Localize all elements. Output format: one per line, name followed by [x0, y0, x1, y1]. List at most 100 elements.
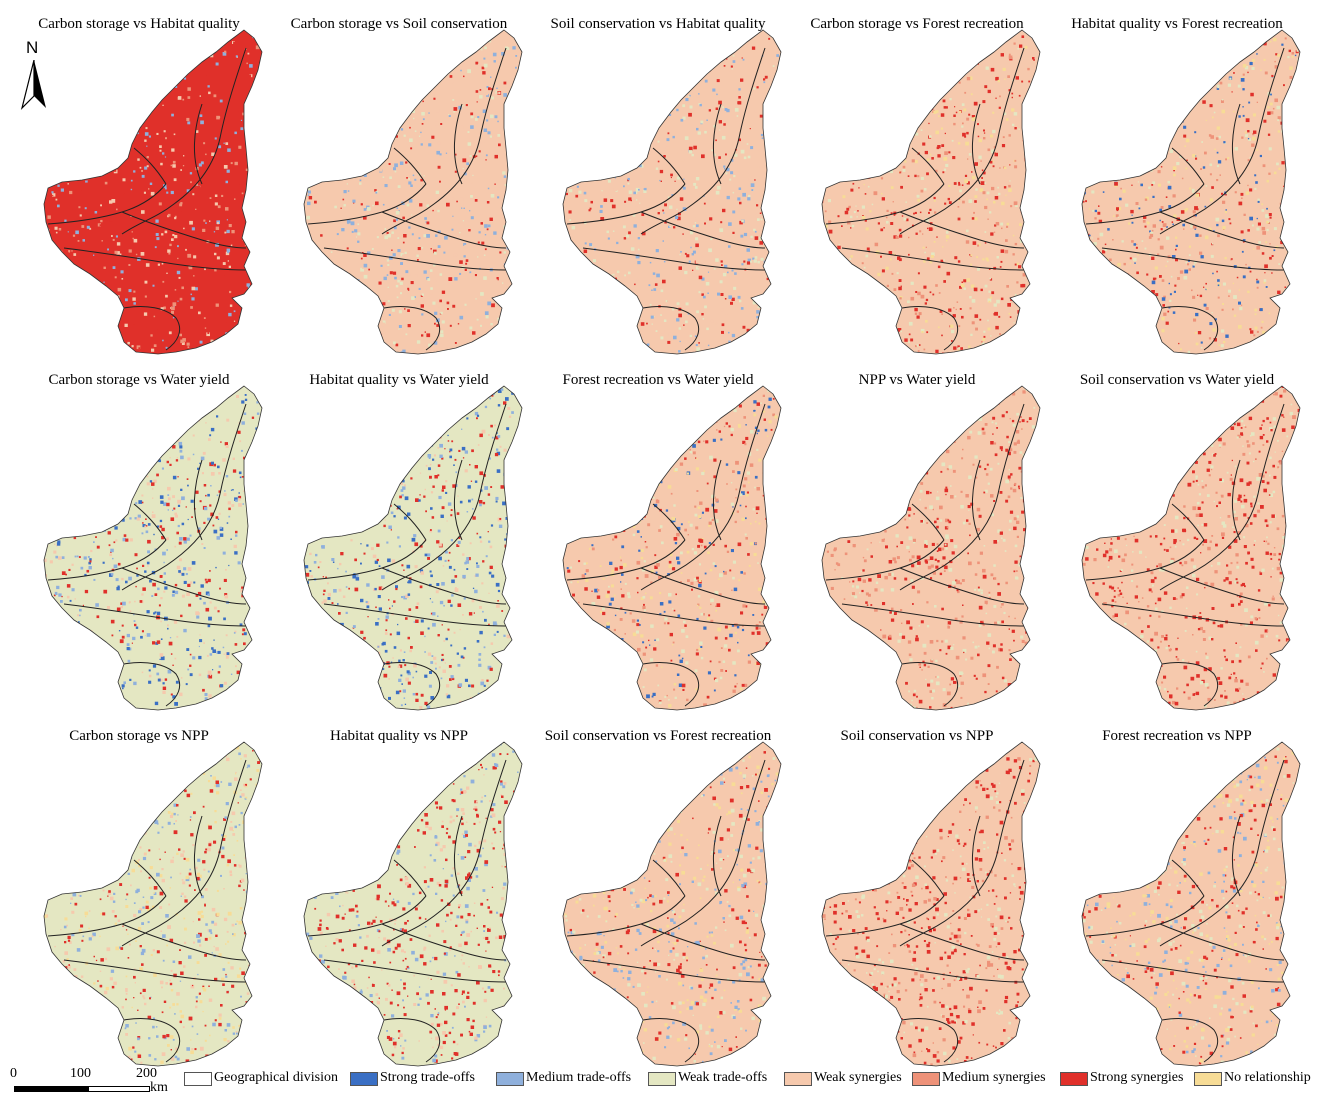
pixel-no_relationship: [959, 110, 962, 114]
pixel-strong_synergies: [117, 562, 121, 566]
pixel-medium_tradeoffs: [136, 410, 140, 414]
pixel-strong_synergies: [984, 242, 987, 244]
pixel-weak_tradeoffs: [616, 39, 621, 43]
pixel-medium_synergies: [169, 243, 172, 247]
pixel-medium_tradeoffs: [463, 255, 466, 258]
pixel-weak_tradeoffs: [465, 352, 468, 354]
pixel-medium_synergies: [919, 230, 922, 233]
pixel-strong_synergies: [145, 261, 148, 264]
pixel-no_relationship: [828, 113, 832, 117]
pixel-strong_synergies: [96, 115, 100, 118]
pixel-strong_synergies: [822, 214, 823, 217]
pixel-weak_synergies: [257, 547, 261, 552]
pixel-no_relationship: [993, 201, 996, 204]
pixel-strong_synergies: [81, 218, 86, 223]
pixel-weak_tradeoffs: [1091, 237, 1093, 239]
pixel-strong_synergies: [195, 50, 198, 53]
pixel-weak_synergies: [116, 97, 119, 100]
pixel-no_relationship: [822, 304, 824, 307]
pixel-weak_synergies: [202, 451, 206, 455]
pixel-strong_tradeoffs: [1142, 89, 1144, 92]
pixel-medium_synergies: [1191, 289, 1193, 292]
pixel-weak_tradeoffs: [1217, 86, 1220, 89]
pixel-weak_synergies: [671, 189, 676, 194]
pixel-weak_synergies: [133, 238, 138, 243]
pixel-medium_tradeoffs: [85, 275, 89, 278]
geographical-division-line: [1085, 183, 1205, 225]
pixel-weak_synergies: [399, 276, 403, 280]
pixel-no_relationship: [1259, 40, 1261, 42]
pixel-medium_tradeoffs: [162, 339, 164, 342]
pixel-weak_synergies: [590, 50, 594, 53]
pixel-weak_tradeoffs: [1122, 130, 1124, 132]
pixel-strong_synergies: [721, 323, 725, 327]
pixel-medium_tradeoffs: [600, 69, 603, 72]
pixel-medium_tradeoffs: [254, 537, 258, 542]
pixel-weak_tradeoffs: [1153, 182, 1155, 184]
pixel-strong_synergies: [59, 352, 63, 354]
pixel-weak_tradeoffs: [595, 124, 598, 126]
pixel-no_relationship: [830, 80, 832, 83]
pixel-medium_synergies: [827, 296, 832, 300]
pixel-strong_synergies: [406, 43, 409, 46]
pixel-weak_synergies: [107, 35, 110, 37]
pixel-strong_synergies: [966, 58, 968, 60]
pixel-medium_tradeoffs: [243, 412, 247, 415]
pixel-weak_synergies: [111, 410, 114, 413]
pixel-no_relationship: [925, 319, 928, 323]
pixel-weak_synergies: [681, 148, 685, 151]
pixel-medium_tradeoffs: [87, 687, 91, 691]
pixel-strong_synergies: [725, 153, 727, 156]
pixel-strong_synergies: [900, 135, 905, 139]
pixel-medium_tradeoffs: [95, 673, 97, 676]
pixel-weak_synergies: [512, 136, 516, 140]
pixel-strong_synergies: [1038, 106, 1040, 110]
pixel-medium_tradeoffs: [691, 253, 694, 256]
pixel-weak_synergies: [260, 563, 262, 567]
pixel-weak_tradeoffs: [397, 279, 400, 283]
pixel-weak_tradeoffs: [705, 282, 710, 286]
pixel-strong_synergies: [1116, 207, 1119, 211]
pixel-medium_tradeoffs: [351, 71, 354, 74]
pixel-strong_tradeoffs: [41, 571, 44, 574]
pixel-weak_tradeoffs: [685, 302, 689, 306]
pixel-no_relationship: [957, 142, 961, 145]
pixel-medium_tradeoffs: [307, 190, 311, 194]
pixel-weak_synergies: [672, 43, 676, 47]
pixel-strong_synergies: [120, 602, 123, 605]
pixel-strong_synergies: [937, 61, 940, 63]
pixel-medium_tradeoffs: [458, 105, 462, 110]
pixel-weak_tradeoffs: [997, 186, 999, 189]
pixel-weak_tradeoffs: [989, 51, 991, 53]
pixel-strong_synergies: [855, 343, 860, 348]
pixel-strong_synergies: [1155, 293, 1159, 297]
pixel-medium_tradeoffs: [67, 231, 69, 233]
pixel-strong_synergies: [68, 229, 71, 232]
pixel-weak_synergies: [127, 341, 130, 345]
pixel-weak_synergies: [662, 192, 664, 195]
pixel-weak_tradeoffs: [619, 146, 622, 149]
pixel-weak_tradeoffs: [651, 323, 653, 325]
pixel-strong_synergies: [1124, 95, 1128, 98]
pixel-strong_synergies: [413, 33, 416, 36]
pixel-weak_tradeoffs: [719, 129, 721, 131]
pixel-weak_synergies: [146, 482, 150, 486]
pixel-strong_synergies: [1088, 272, 1092, 275]
pixel-no_relationship: [986, 198, 988, 201]
pixel-strong_synergies: [206, 75, 210, 79]
pixel-medium_tradeoffs: [252, 216, 255, 219]
pixel-strong_synergies: [138, 89, 141, 92]
pixel-strong_synergies: [363, 168, 368, 173]
pixel-weak_tradeoffs: [817, 259, 818, 260]
pixel-strong_tradeoffs: [1214, 318, 1217, 321]
pixel-strong_synergies: [403, 234, 407, 238]
pixel-weak_tradeoffs: [751, 355, 754, 358]
pixel-strong_synergies: [1037, 269, 1040, 272]
pixel-strong_tradeoffs: [1135, 147, 1137, 150]
pixel-strong_synergies: [843, 100, 847, 104]
pixel-strong_tradeoffs: [1242, 88, 1245, 91]
pixel-weak_tradeoffs: [816, 102, 818, 104]
pixel-strong_synergies: [149, 357, 152, 360]
pixel-weak_tradeoffs: [1192, 190, 1195, 193]
pixel-strong_synergies: [59, 698, 62, 702]
